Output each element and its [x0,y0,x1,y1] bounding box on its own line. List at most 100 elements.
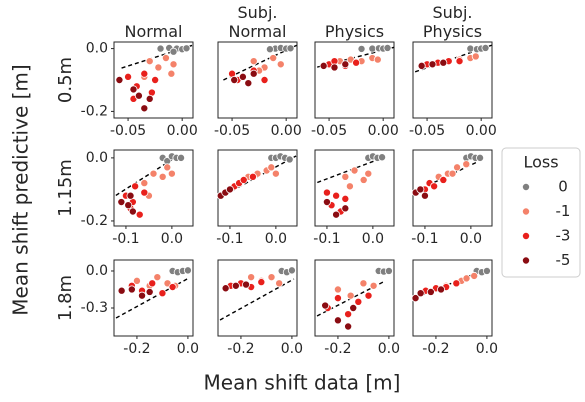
scatter-point [117,198,126,207]
x-tick-label: -0.2 [422,341,449,357]
scatter-point [350,166,359,175]
scatter-point [183,266,192,275]
scatter-point [129,85,138,94]
x-tick-label: -0.1 [313,231,340,247]
scatter-point [275,279,284,288]
scatter-point [126,191,135,200]
x-tick-label: -0.1 [112,231,139,247]
scatter-point [154,63,163,72]
scatter-point [428,60,437,69]
scatter-point [238,72,247,81]
y-tick-label: 0.0 [86,41,108,57]
x-tick-label: -0.05 [110,123,146,139]
x-tick-label: -0.2 [123,341,150,357]
scatter-point [341,204,350,213]
legend-marker [522,231,531,240]
scatter-point [151,76,160,85]
scatter-point [286,44,295,53]
row-label: 0.5m [55,57,76,103]
scatter-point [411,294,420,303]
x-tick-label: 0.00 [271,123,302,139]
scatter-point [345,182,354,191]
scatter-point [225,185,234,194]
scatter-point [127,285,136,294]
scatter-point [242,280,251,289]
scatter-point [161,54,170,63]
x-tick-label: -0.05 [214,123,250,139]
row-label: 1.8m [55,275,76,321]
scatter-point [333,294,342,303]
scatter-point [482,266,491,275]
scatter-point [322,198,331,207]
scatter-point [448,169,457,178]
scatter-point [420,191,429,200]
scatter-point [455,57,464,66]
scatter-point [276,60,285,69]
x-tick-label: 0.00 [167,123,198,139]
y-axis-label: Mean shift predictive [m] [9,64,33,315]
scatter-point [417,61,426,70]
scatter-point [269,54,278,63]
scatter-point [148,279,157,288]
scatter-point [247,273,256,282]
scatter-point [145,57,154,66]
panel-title: Subj. Physics [422,3,483,41]
scatter-point [140,104,149,113]
scatter-point [177,153,186,162]
scatter-point [369,281,378,290]
scatter-point [383,43,392,52]
scatter-point [359,279,368,288]
scatter-point [344,310,353,319]
scatter-point [248,172,257,181]
scatter-point [230,76,239,85]
x-tick-label: 0.00 [466,123,497,139]
panel-frame [113,149,194,227]
scatter-point [145,94,154,103]
x-tick-label: -0.2 [324,341,351,357]
panel-frame [314,41,395,119]
scatter-point [231,281,240,290]
y-tick-label: -0.2 [81,213,108,229]
scatter-point [271,169,280,178]
scatter-point [167,69,176,78]
x-tick-label: 0.0 [177,341,199,357]
scatter-point [138,291,147,300]
scatter-point [267,273,276,282]
scatter-point [153,273,162,282]
scatter-point [260,76,269,85]
scatter-point [476,153,485,162]
scatter-point [167,169,176,178]
x-tick-label: 0.0 [460,231,482,247]
scatter-point [182,44,191,53]
scatter-point [158,289,167,298]
scatter-point [470,271,479,280]
panel-frame [314,149,395,227]
scatter-point [346,291,355,300]
x-tick-label: 0.0 [476,341,498,357]
panel-frame [412,41,493,119]
scatter-point [357,44,366,53]
scatter-point [462,160,471,169]
row-label: 1.15m [55,159,76,217]
scatter-point [285,155,294,164]
scatter-point [149,169,158,178]
legend-label: -1 [556,202,571,220]
scatter-point [453,163,462,172]
y-tick-label: -0.3 [81,300,108,316]
scatter-point [332,191,341,200]
scatter-point [341,172,350,181]
panel-title: Normal [124,22,183,41]
scatter-point [481,43,490,52]
scatter-point [287,266,296,275]
scatter-point [257,278,266,287]
scatter-point [244,79,253,88]
scatter-point [140,179,149,188]
scatter-point [322,188,331,197]
legend-title: Loss [523,153,558,172]
legend-marker [522,182,531,191]
scatter-point [437,285,446,294]
x-tick-label: -0.1 [216,231,243,247]
scatter-point [156,44,165,53]
scatter-point [249,69,258,78]
